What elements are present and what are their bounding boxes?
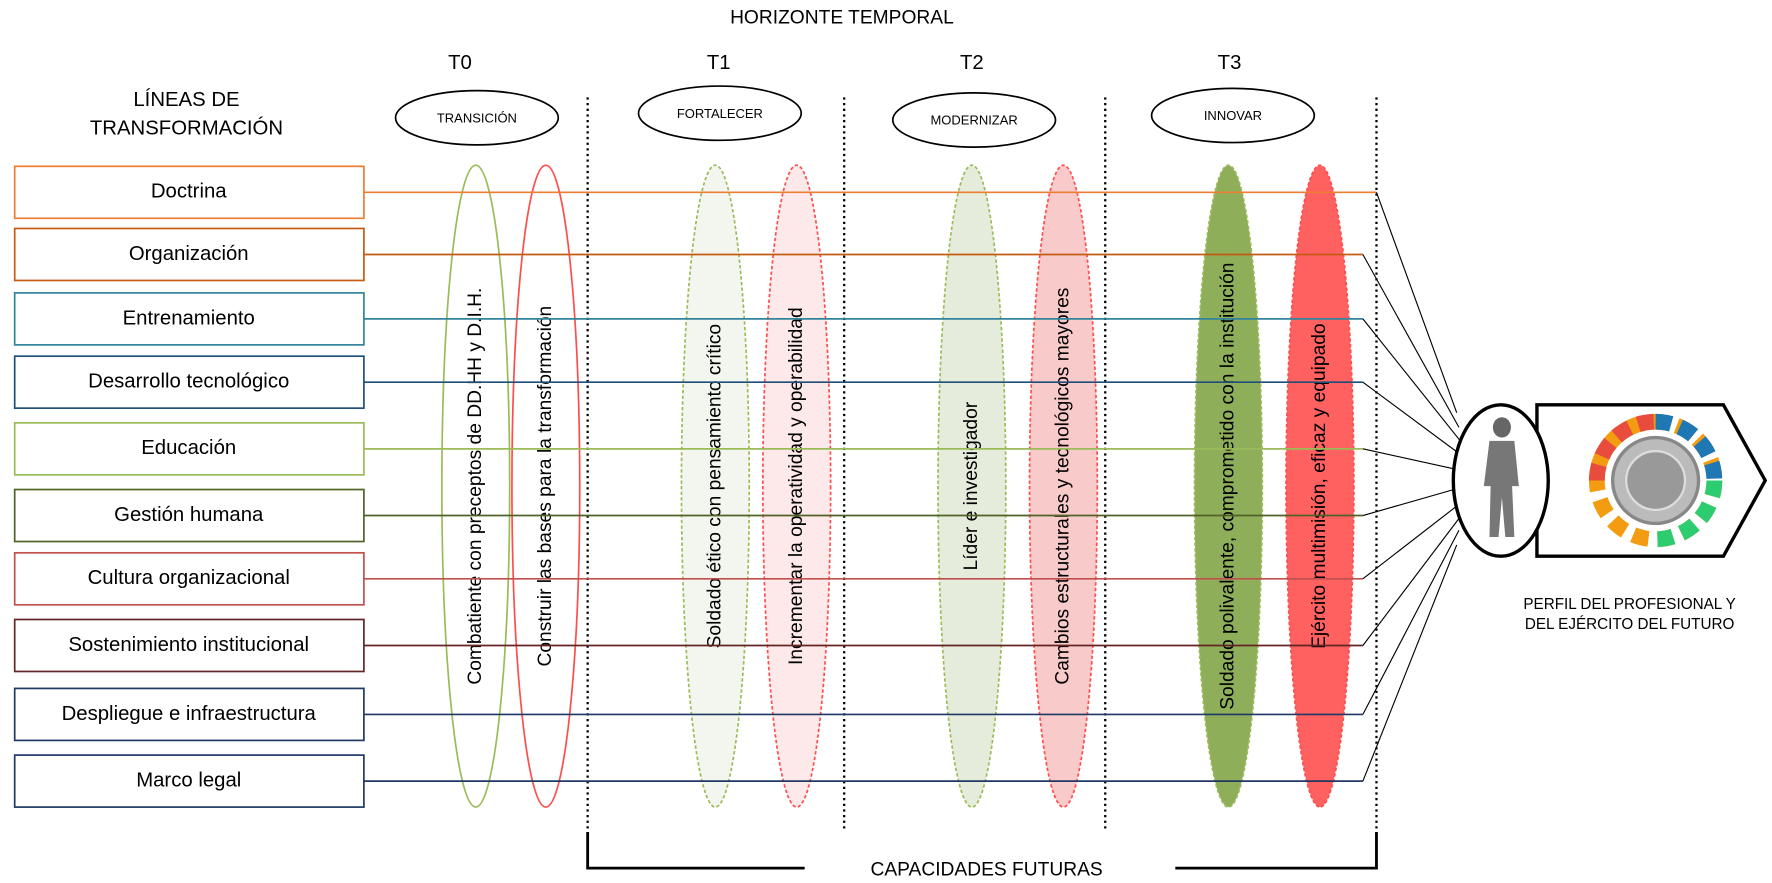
capability-text: Construir las bases para la transformaci… xyxy=(535,306,556,667)
phase-name: TRANSICIÓN xyxy=(437,110,517,125)
capability-text: Incrementar la operatividad y operabilid… xyxy=(786,307,807,665)
line-label: Sostenimiento institucional xyxy=(68,634,309,656)
capability-ellipses: Combatiente con preceptos de DD.HH y D.I… xyxy=(442,165,1354,807)
capability-text: Cambios estructurales y tecnológicos may… xyxy=(1053,288,1074,685)
phase-name: MODERNIZAR xyxy=(930,113,1017,128)
title: HORIZONTE TEMPORAL xyxy=(730,7,954,28)
diagram: HORIZONTE TEMPORAL LÍNEAS DE TRANSFORMAC… xyxy=(0,0,1772,883)
phase-label: T1 xyxy=(707,52,731,74)
capability-text: Ejército multimisión, eficaz y equipado xyxy=(1309,323,1330,649)
profile-label: PERFIL DEL PROFESIONAL Y xyxy=(1523,596,1735,613)
line-label: Cultura organizacional xyxy=(88,567,290,589)
connector xyxy=(1376,192,1456,412)
line-label: Desarrollo tecnológico xyxy=(88,371,289,393)
line-label: Despliegue e infraestructura xyxy=(62,703,317,725)
line-label: Entrenamiento xyxy=(123,307,255,329)
heading: LÍNEAS DE xyxy=(133,88,239,111)
profile-label: DEL EJÉRCITO DEL FUTURO xyxy=(1525,616,1735,633)
phase-name: FORTALECER xyxy=(677,106,763,121)
phase-label: T0 xyxy=(448,52,472,74)
capability-text: Combatiente con preceptos de DD.HH y D.I… xyxy=(465,288,486,685)
line-label: Educación xyxy=(141,437,236,459)
connector xyxy=(1363,516,1461,646)
page: { "title": "HORIZONTE TEMPORAL", "lines_… xyxy=(0,0,1772,883)
heading: TRANSFORMACIÓN xyxy=(90,116,283,139)
connector xyxy=(1363,449,1466,472)
line-label: Marco legal xyxy=(136,769,241,791)
line-label: Gestión humana xyxy=(114,504,264,526)
phase-label: T3 xyxy=(1218,52,1242,74)
line-label: Organización xyxy=(129,243,249,265)
phase-name: INNOVAR xyxy=(1204,108,1262,123)
phase-label: T2 xyxy=(960,52,984,74)
capability-text: Soldado ético con pensamiento crítico xyxy=(704,324,725,649)
connector xyxy=(1363,530,1459,714)
footer: CAPACIDADES FUTURAS xyxy=(870,859,1102,880)
capability-text: Líder e investigador xyxy=(961,401,982,570)
connector xyxy=(1363,382,1464,457)
connector xyxy=(1363,319,1461,442)
line-label: Doctrina xyxy=(151,181,227,203)
capability-text: Soldado polivalente, comprometido con la… xyxy=(1217,262,1238,709)
